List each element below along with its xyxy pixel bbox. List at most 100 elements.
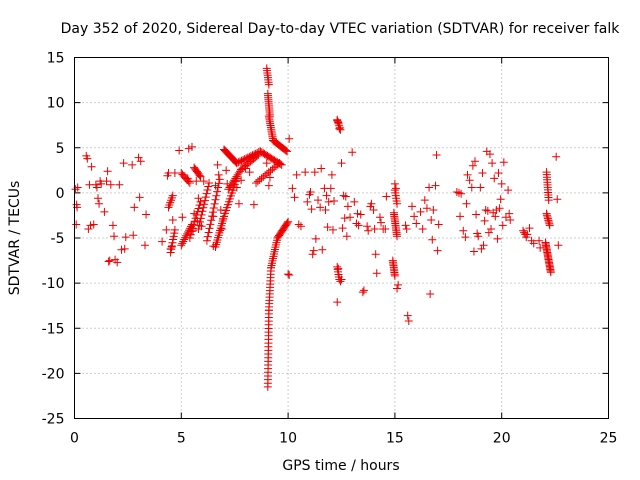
data-point — [459, 226, 468, 235]
data-point — [285, 271, 294, 280]
data-point — [318, 245, 327, 254]
data-point — [308, 250, 317, 259]
data-point — [402, 224, 411, 233]
data-point — [335, 123, 344, 132]
data-point — [477, 244, 486, 253]
data-point — [209, 203, 218, 212]
data-point — [207, 216, 216, 225]
data-point — [193, 207, 202, 216]
data-point — [525, 224, 534, 233]
data-point — [554, 241, 563, 250]
data-point — [194, 204, 203, 213]
y-tick-label: 0 — [56, 186, 65, 202]
data-point — [184, 177, 193, 186]
data-point — [429, 206, 438, 215]
data-point — [422, 204, 431, 213]
data-point — [535, 236, 544, 245]
data-point — [553, 195, 562, 204]
data-point — [321, 206, 330, 215]
data-point — [208, 212, 217, 221]
data-point — [306, 187, 315, 196]
data-point — [87, 162, 96, 171]
data-point — [168, 191, 177, 200]
data-point — [303, 197, 312, 206]
data-point — [205, 224, 214, 233]
data-point — [290, 193, 299, 202]
data-point — [211, 195, 220, 204]
data-point — [204, 228, 213, 237]
y-tick-label: -15 — [42, 321, 65, 337]
data-point — [481, 206, 490, 215]
data-points — [71, 64, 563, 391]
data-point — [377, 218, 386, 227]
data-point — [167, 241, 176, 250]
data-point — [192, 177, 201, 186]
data-point — [178, 213, 187, 222]
data-point — [506, 215, 515, 224]
data-point — [333, 115, 342, 124]
data-point — [203, 186, 212, 195]
data-point — [523, 230, 532, 239]
data-point — [110, 232, 119, 241]
data-point — [177, 241, 186, 250]
data-point — [336, 125, 345, 134]
data-point — [119, 159, 128, 168]
data-point — [252, 152, 261, 161]
data-point — [393, 199, 402, 208]
data-point — [496, 195, 505, 204]
data-point — [346, 213, 355, 222]
data-point — [170, 229, 179, 238]
data-point — [182, 231, 191, 240]
y-tick-label: 15 — [47, 51, 65, 67]
data-point — [204, 182, 213, 191]
data-point — [488, 159, 497, 168]
data-point — [121, 233, 130, 242]
data-point — [128, 160, 137, 169]
data-point — [401, 221, 410, 230]
data-point — [403, 311, 412, 320]
data-point — [273, 160, 282, 169]
x-tick-label: 10 — [279, 431, 297, 447]
data-point — [169, 232, 178, 241]
data-point — [468, 161, 477, 170]
data-point — [196, 172, 205, 181]
data-point — [474, 232, 483, 241]
data-point — [254, 150, 263, 159]
data-point — [142, 210, 151, 219]
data-point — [491, 212, 500, 221]
data-point — [120, 244, 129, 253]
data-point — [412, 219, 421, 228]
data-point — [214, 183, 223, 192]
data-point — [170, 225, 179, 234]
data-point — [350, 197, 359, 206]
data-point — [501, 213, 510, 222]
data-point — [214, 179, 223, 188]
data-point — [195, 201, 204, 210]
data-point — [104, 257, 113, 266]
data-point — [485, 150, 494, 159]
data-point — [546, 268, 555, 277]
data-point — [471, 157, 479, 166]
data-point — [339, 191, 348, 200]
x-tick-label: 20 — [493, 431, 511, 447]
data-point — [73, 183, 82, 192]
data-point — [284, 270, 293, 279]
data-point — [340, 214, 349, 223]
data-point — [394, 280, 403, 289]
data-point — [333, 117, 342, 126]
data-point — [117, 245, 126, 254]
data-point — [129, 231, 138, 240]
data-point — [483, 206, 492, 215]
data-point — [353, 209, 362, 218]
data-point — [203, 232, 212, 241]
data-point — [100, 207, 109, 216]
plot-frame — [74, 57, 609, 419]
data-point — [469, 247, 478, 256]
data-point — [294, 220, 303, 229]
data-point — [407, 202, 416, 211]
data-point — [179, 237, 188, 246]
data-point — [181, 233, 190, 242]
grid-lines — [74, 57, 609, 419]
data-point — [92, 183, 101, 192]
